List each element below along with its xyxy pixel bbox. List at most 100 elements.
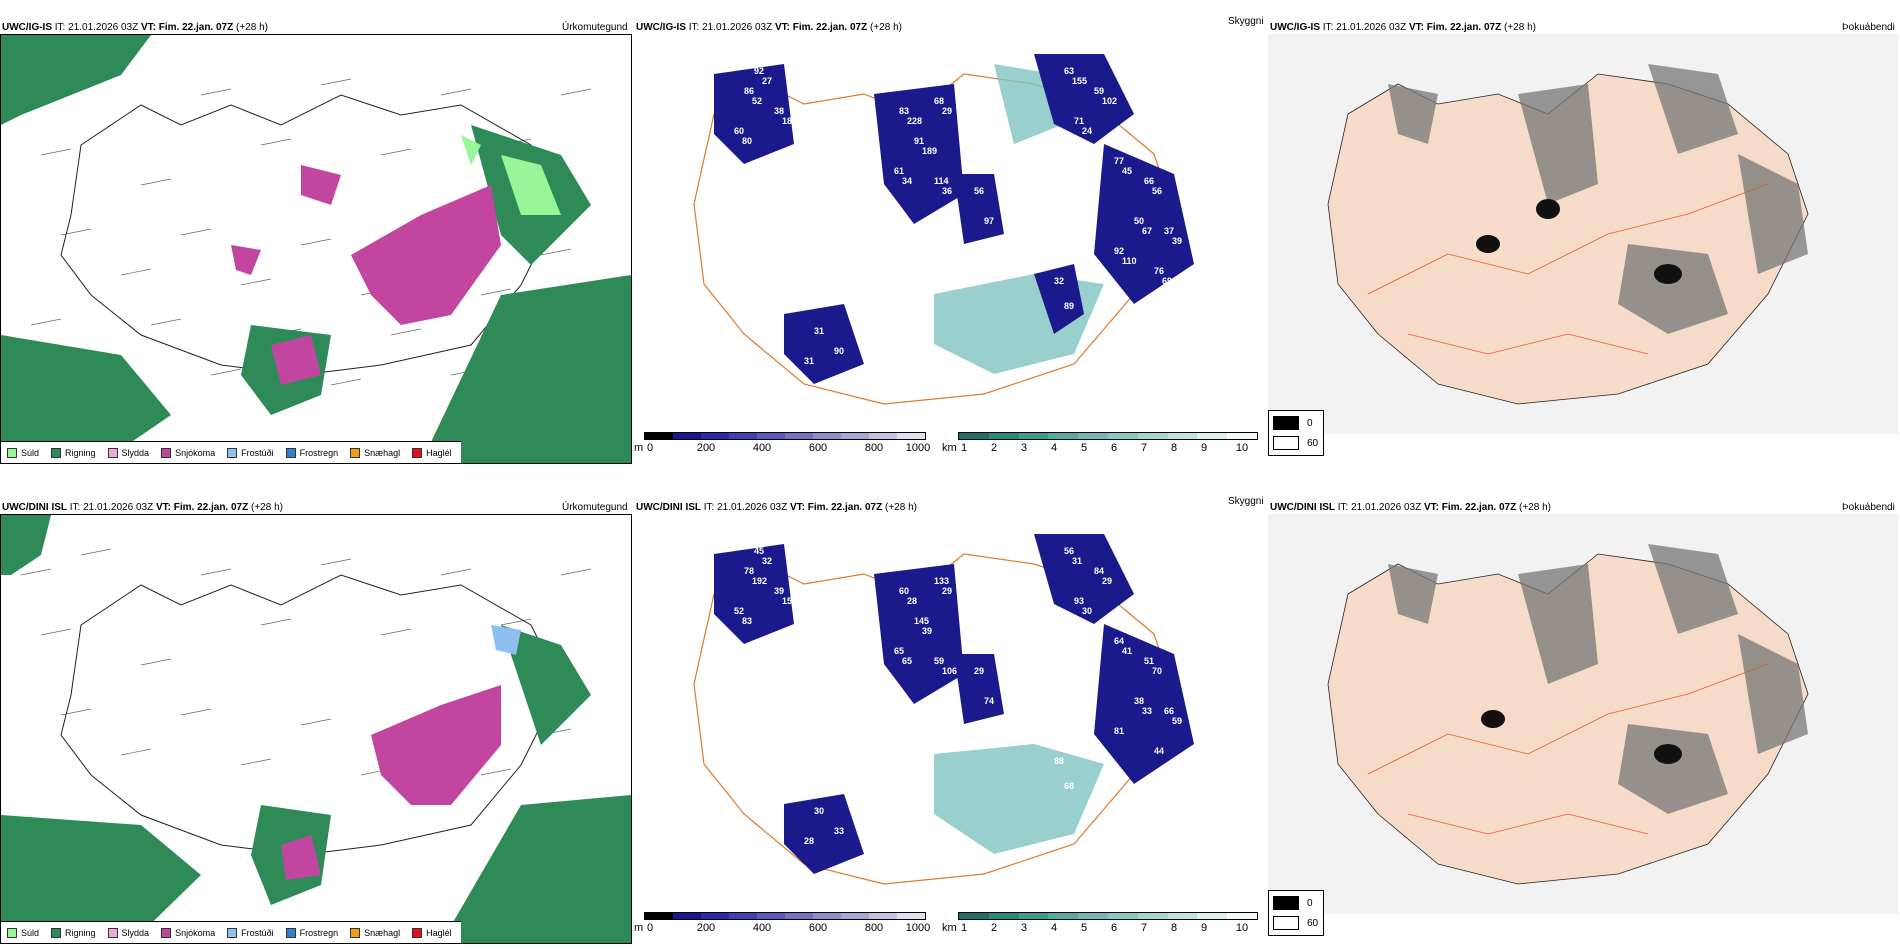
visibility-colorbar: km 1 2 3 4 5 6 7 8 9 10 (942, 430, 1262, 460)
ceiling-tick: 200 (696, 922, 716, 934)
visibility-tick: 1 (960, 922, 968, 934)
ceiling-value-label: 68 (934, 96, 944, 106)
legend-swatch (350, 927, 361, 938)
legend-item: Frostregn (285, 447, 338, 458)
fog-title: Þokuábendi (1842, 22, 1895, 33)
fog-shading (1388, 544, 1808, 814)
ceiling-value-label: 45 (1122, 166, 1132, 176)
ceiling-value-label: 76 (1154, 266, 1164, 276)
ceiling-value-label: 91 (914, 136, 924, 146)
visibility-tick: 8 (1170, 922, 1178, 934)
precip-header: UWC/DINI ISL IT: 21.01.2026 03Z VT: Fim.… (2, 502, 283, 513)
ceiling-value-label: 81 (1114, 726, 1124, 736)
ceiling-value-label: 66 (1144, 176, 1154, 186)
ceiling-value-label: 228 (907, 116, 922, 126)
ceiling-value-label: 51 (1144, 656, 1154, 666)
ceiling-value-label: 39 (774, 586, 784, 596)
cloud-map[interactable]: 86 38 60 92 83 68 91 114 61 63 59 71 77 66 50 37 92 76 56 9… (634, 34, 1266, 454)
fog-map[interactable]: 0 60 (1268, 34, 1898, 456)
ceiling-value-label: 59 (1094, 86, 1104, 96)
legend-item: Frostregn (285, 927, 338, 938)
ceiling-value-label: 28 (907, 596, 917, 606)
ceiling-value-label: 18 (782, 116, 792, 126)
visibility-unit: km (942, 442, 957, 454)
ceiling-value-label: 83 (742, 616, 752, 626)
ceiling-value-label: 38 (1134, 696, 1144, 706)
ceiling-tick: 0 (646, 922, 654, 934)
precip-map-svg (1, 515, 631, 943)
snow-areas (231, 165, 501, 385)
ceiling-value-label: 60 (734, 126, 744, 136)
ceiling-value-label: 52 (734, 606, 744, 616)
ceiling-value-label: 80 (742, 136, 752, 146)
legend-swatch (7, 447, 17, 458)
legend-swatch (107, 447, 118, 458)
legend-item: Haglél (412, 447, 452, 458)
legend-item: Rigning (51, 927, 96, 938)
visibility-tick: 2 (990, 442, 998, 454)
ceiling-value-label: 45 (754, 546, 764, 556)
ceiling-value-label: 37 (1164, 226, 1174, 236)
ceiling-tick: 400 (752, 922, 772, 934)
precip-map[interactable]: Súld Rigning Slydda Snjókoma Frostúði Fr… (0, 34, 632, 464)
fog-shading (1388, 64, 1808, 334)
fog-legend-swatch (1273, 896, 1299, 910)
ceiling-value-label: 102 (1102, 96, 1117, 106)
legend-swatch (227, 927, 238, 938)
ceiling-value-label: 33 (834, 826, 844, 836)
ceiling-value-label: 29 (942, 106, 952, 116)
ceiling-value-label: 56 (1064, 546, 1074, 556)
ceiling-tick: 400 (752, 442, 772, 454)
fog-map-svg (1268, 514, 1898, 914)
ceiling-value-label: 56 (974, 186, 984, 196)
legend-item: Snjókoma (161, 927, 215, 938)
ceiling-value-label: 106 (942, 666, 957, 676)
precip-title: Úrkomutegund (562, 502, 628, 513)
drizzle-areas (461, 135, 561, 215)
precip-legend: Súld Rigning Slydda Snjókoma Frostúði Fr… (1, 441, 461, 463)
ceiling-value-label: 83 (899, 106, 909, 116)
visibility-tick: 5 (1080, 442, 1088, 454)
fog-header: UWC/DINI ISL IT: 21.01.2026 03Z VT: Fim.… (1270, 502, 1551, 513)
cloud-title: Skyggni (1228, 16, 1264, 27)
legend-item: Snjókoma (161, 447, 215, 458)
cloud-header: UWC/DINI ISL IT: 21.01.2026 03Z VT: Fim.… (636, 502, 917, 513)
legend-item: Frostúði (227, 447, 274, 458)
visibility-tick: 10 (1235, 922, 1249, 934)
ceiling-tick: 1000 (905, 922, 931, 934)
ceiling-colorbar-fill (644, 432, 926, 440)
cloud-map[interactable]: 78 39 52 45 60 133 145 59 65 56 84 93 64 51 38 66 81 44 29… (634, 514, 1266, 934)
ceiling-value-label: 52 (752, 96, 762, 106)
visibility-areas (934, 744, 1104, 854)
precip-legend: Súld Rigning Slydda Snjókoma Frostúði Fr… (1, 921, 461, 943)
ceiling-value-label: 32 (1014, 216, 1024, 226)
ceiling-value-label: 84 (1094, 566, 1104, 576)
visibility-tick: 7 (1140, 442, 1148, 454)
visibility-tick: 9 (1200, 922, 1208, 934)
ceiling-value-label: 32 (762, 556, 772, 566)
ceiling-areas (714, 534, 1194, 874)
visibility-tick: 9 (1200, 442, 1208, 454)
ceiling-value-label: 68 (1064, 781, 1074, 791)
row-1: UWC/IG-IS IT: 21.01.2026 03Z VT: Fim. 22… (0, 0, 1900, 470)
fog-legend: 0 60 (1268, 410, 1324, 456)
fog-legend-swatch (1273, 416, 1299, 430)
snow-areas (281, 685, 501, 880)
cloud-header: UWC/IG-IS IT: 21.01.2026 03Z VT: Fim. 22… (636, 22, 902, 33)
fog-map[interactable]: 0 60 (1268, 514, 1898, 936)
ceiling-value-label: 86 (744, 86, 754, 96)
roads (1367, 663, 1769, 835)
ceiling-tick: 800 (864, 442, 884, 454)
ceiling-value-label: 155 (1072, 76, 1087, 86)
ceiling-value-label: 27 (762, 76, 772, 86)
cloud-map-svg: 78 39 52 45 60 133 145 59 65 56 84 93 64 51 38 66 81 44 29… (634, 514, 1266, 914)
fog-legend: 0 60 (1268, 890, 1324, 936)
ceiling-value-label: 69 (1162, 276, 1172, 286)
visibility-colorbar: km 1 2 3 4 5 6 7 8 9 10 (942, 910, 1262, 940)
visibility-tick: 3 (1020, 922, 1028, 934)
legend-swatch (412, 447, 423, 458)
ceiling-value-label: 158 (782, 596, 797, 606)
cloud-map-svg: 86 38 60 92 83 68 91 114 61 63 59 71 77 66 50 37 92 76 56 9… (634, 34, 1266, 434)
ceiling-colorbar: m 0 200 400 600 800 1000 (634, 910, 934, 940)
precip-map[interactable]: Súld Rigning Slydda Snjókoma Frostúði Fr… (0, 514, 632, 944)
